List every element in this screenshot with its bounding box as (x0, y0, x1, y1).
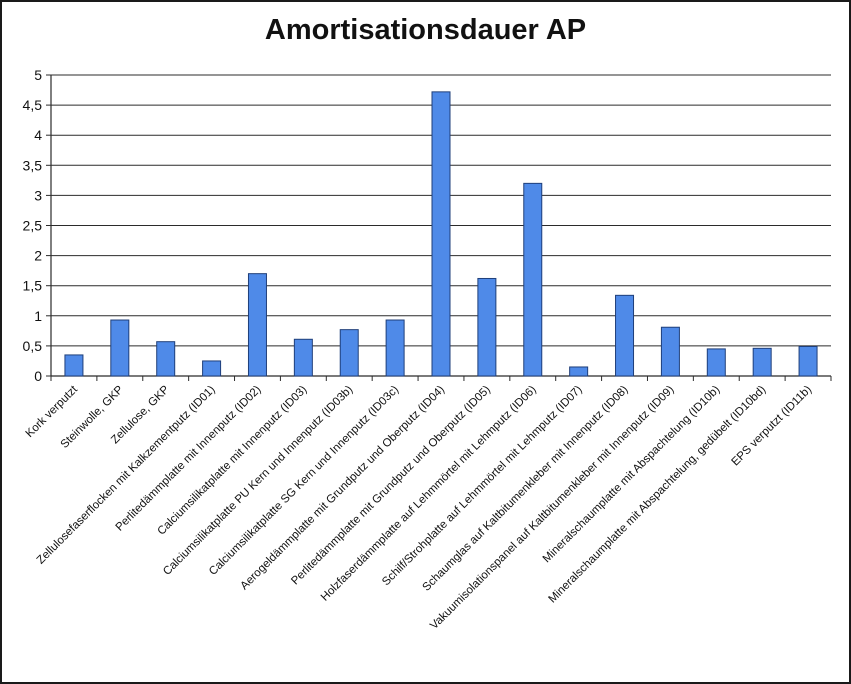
bar (706, 348, 726, 377)
y-tick-label: 3,5 (23, 157, 43, 173)
bar (477, 277, 497, 377)
bar (156, 341, 176, 377)
bar (64, 354, 84, 377)
y-tick-label: 2 (34, 248, 42, 264)
bars (64, 91, 818, 377)
x-category-label: EPS verputzt (ID11b) (729, 384, 814, 469)
bar (798, 346, 818, 377)
bar (752, 347, 772, 377)
bar (431, 91, 451, 377)
x-category-label: Mineralschaumplatte mit Abspachtelung (I… (541, 384, 723, 566)
bar (523, 182, 543, 377)
y-tick-label: 3 (34, 187, 42, 203)
bar (202, 360, 222, 377)
y-tick-label: 4,5 (23, 97, 43, 113)
bar (660, 326, 680, 377)
chart-title: Amortisationsdauer AP (264, 14, 587, 46)
x-category-label: Holzfaserdämmplatte auf Lehmmörtel mit L… (319, 384, 539, 604)
y-tick-label: 1 (34, 308, 42, 324)
bar (569, 366, 589, 377)
y-tick-label: 1,5 (23, 278, 43, 294)
bar (247, 273, 267, 377)
bar (293, 338, 313, 377)
y-tick-label: 0 (34, 368, 42, 384)
y-tick-label: 4 (34, 127, 42, 143)
bar (615, 294, 635, 377)
bar (110, 319, 130, 377)
bar (339, 329, 359, 377)
y-tick-label: 0,5 (23, 338, 43, 354)
y-tick-labels: 0 0,5 1 1,5 2 2,5 3 3,5 4 4,5 5 (23, 67, 43, 384)
y-tick-label: 5 (34, 67, 42, 83)
y-tick-label: 2,5 (23, 218, 43, 234)
bar (385, 319, 405, 377)
x-category-label: Mineralschaumplatte mit Abspachtelung, g… (546, 384, 768, 606)
